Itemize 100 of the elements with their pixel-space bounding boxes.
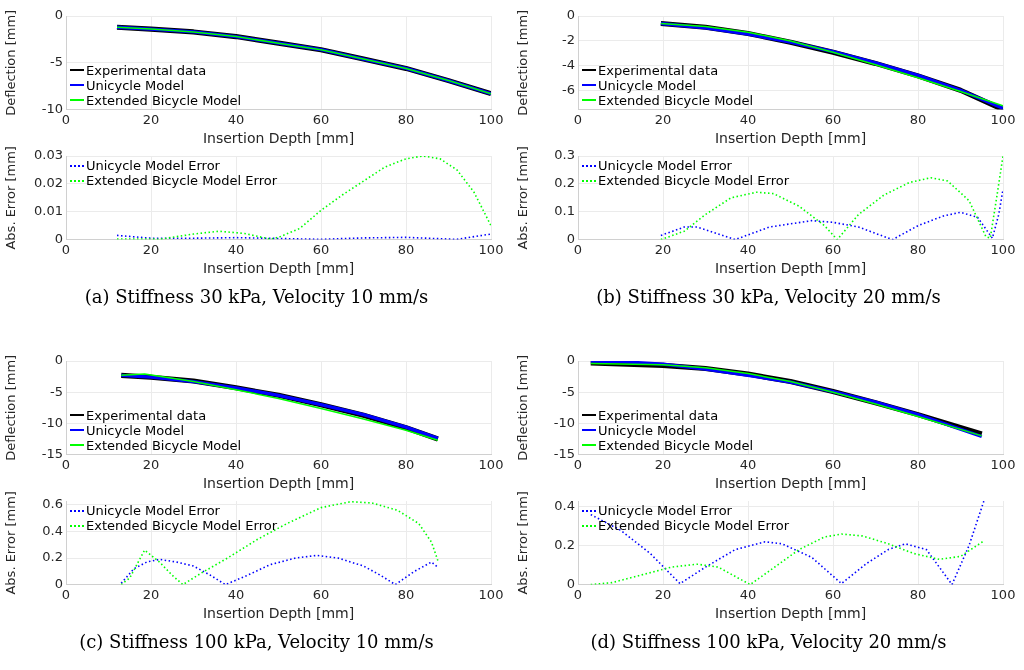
x-tick-label: 20 bbox=[654, 111, 672, 127]
x-axis-title: Insertion Depth [mm] bbox=[714, 475, 867, 492]
y-tick-label: 0.2 bbox=[554, 175, 575, 191]
y-tick-label: 0 bbox=[566, 575, 575, 591]
x-tick-label: 60 bbox=[312, 111, 330, 127]
y-tick-label: -15 bbox=[553, 445, 575, 461]
x-tick-label: 60 bbox=[312, 241, 330, 257]
legend-label: Experimental data bbox=[598, 407, 719, 423]
legend-label: Unicycle Model bbox=[598, 422, 697, 438]
x-tick-label: 100 bbox=[478, 586, 504, 602]
y-tick-label: 0 bbox=[54, 575, 63, 591]
x-tick-label: 80 bbox=[909, 111, 927, 127]
y-tick-label: -5 bbox=[562, 383, 575, 399]
legend-label: Unicycle Model Error bbox=[86, 158, 220, 173]
y-tick-label: 0 bbox=[566, 7, 575, 23]
x-tick-label: 20 bbox=[142, 111, 160, 127]
x-tick-label: 80 bbox=[397, 241, 415, 257]
x-tick-label: 20 bbox=[142, 241, 160, 257]
y-axis-title: Abs. Error [mm] bbox=[515, 491, 531, 595]
x-axis-title: Insertion Depth [mm] bbox=[202, 475, 355, 492]
x-tick-label: 100 bbox=[990, 111, 1016, 127]
x-tick-label: 20 bbox=[654, 241, 672, 257]
y-tick-label: 0.3 bbox=[554, 147, 575, 163]
y-tick-label: -4 bbox=[562, 57, 575, 73]
x-tick-label: 40 bbox=[739, 241, 757, 257]
x-axis-title: Insertion Depth [mm] bbox=[202, 130, 355, 147]
legend-label: Unicycle Model Error bbox=[598, 158, 732, 173]
x-tick-label: 40 bbox=[227, 241, 245, 257]
x-tick-label: 40 bbox=[739, 586, 757, 602]
x-axis-title: Insertion Depth [mm] bbox=[202, 605, 355, 622]
y-tick-label: 0.02 bbox=[34, 175, 63, 191]
legend-label: Unicycle Model bbox=[598, 77, 697, 93]
y-axis-title: Deflection [mm] bbox=[515, 354, 531, 461]
y-tick-label: 0.1 bbox=[554, 203, 575, 219]
y-tick-label: 0.4 bbox=[554, 498, 575, 514]
x-tick-label: 60 bbox=[312, 456, 330, 472]
x-tick-label: 80 bbox=[909, 456, 927, 472]
x-axis-title: Insertion Depth [mm] bbox=[714, 130, 867, 147]
text: (b) Stiffness 30 kPa, Velocity 20 mm/s bbox=[595, 286, 942, 307]
y-axis-title: Abs. Error [mm] bbox=[515, 146, 531, 250]
y-tick-label: 0 bbox=[54, 352, 63, 368]
y-tick-label: 0.2 bbox=[554, 537, 575, 553]
legend-label: Extended Bicycle Model bbox=[598, 437, 754, 453]
y-tick-label: -5 bbox=[50, 383, 63, 399]
x-tick-label: 60 bbox=[824, 456, 842, 472]
legend-label: Experimental data bbox=[86, 62, 207, 78]
y-tick-label: 0.4 bbox=[42, 522, 63, 538]
y-tick-label: -10 bbox=[553, 414, 575, 430]
x-tick-label: 100 bbox=[990, 241, 1016, 257]
y-tick-label: -15 bbox=[41, 445, 63, 461]
y-tick-label: 0 bbox=[566, 352, 575, 368]
x-tick-label: 100 bbox=[478, 111, 504, 127]
legend-label: Extended Bicycle Model Error bbox=[86, 518, 277, 533]
legend-label: Extended Bicycle Model Error bbox=[598, 173, 789, 188]
x-tick-label: 40 bbox=[227, 456, 245, 472]
legend-label: Extended Bicycle Model bbox=[86, 92, 242, 108]
legend-label: Extended Bicycle Model Error bbox=[86, 173, 277, 188]
x-tick-label: 20 bbox=[654, 456, 672, 472]
legend-label: Experimental data bbox=[598, 62, 719, 78]
x-tick-label: 40 bbox=[739, 456, 757, 472]
x-tick-label: 100 bbox=[478, 241, 504, 257]
x-tick-label: 20 bbox=[654, 586, 672, 602]
x-tick-label: 20 bbox=[142, 456, 160, 472]
y-axis-title: Abs. Error [mm] bbox=[3, 491, 19, 595]
y-tick-label: 0.2 bbox=[42, 549, 63, 565]
x-tick-label: 80 bbox=[397, 456, 415, 472]
y-axis-title: Deflection [mm] bbox=[3, 9, 19, 116]
legend-label: Extended Bicycle Model bbox=[598, 92, 754, 108]
x-tick-label: 80 bbox=[909, 586, 927, 602]
legend-label: Extended Bicycle Model Error bbox=[598, 518, 789, 533]
x-tick-label: 60 bbox=[824, 586, 842, 602]
y-tick-label: 0.01 bbox=[34, 203, 63, 219]
y-tick-label: 0.03 bbox=[34, 147, 63, 163]
y-axis-title: Abs. Error [mm] bbox=[3, 146, 19, 250]
y-tick-label: -2 bbox=[562, 32, 575, 48]
x-tick-label: 80 bbox=[909, 241, 927, 257]
text: (a) Stiffness 30 kPa, Velocity 10 mm/s bbox=[83, 286, 430, 307]
y-axis-title: Deflection [mm] bbox=[3, 354, 19, 461]
legend-label: Unicycle Model Error bbox=[86, 503, 220, 518]
x-tick-label: 80 bbox=[397, 111, 415, 127]
text: (c) Stiffness 100 kPa, Velocity 10 mm/s bbox=[78, 631, 435, 652]
legend-label: Unicycle Model Error bbox=[598, 503, 732, 518]
x-tick-label: 100 bbox=[478, 456, 504, 472]
y-tick-label: -5 bbox=[50, 54, 63, 70]
x-tick-label: 40 bbox=[227, 111, 245, 127]
y-tick-label: -10 bbox=[41, 100, 63, 116]
x-tick-label: 100 bbox=[990, 456, 1016, 472]
x-tick-label: 60 bbox=[312, 586, 330, 602]
y-tick-label: 0 bbox=[566, 230, 575, 246]
x-tick-label: 40 bbox=[739, 111, 757, 127]
x-axis-title: Insertion Depth [mm] bbox=[714, 605, 867, 622]
y-tick-label: -6 bbox=[562, 82, 575, 98]
x-tick-label: 100 bbox=[990, 586, 1016, 602]
x-tick-label: 60 bbox=[824, 241, 842, 257]
y-tick-label: 0 bbox=[54, 7, 63, 23]
x-tick-label: 20 bbox=[142, 586, 160, 602]
legend-label: Experimental data bbox=[86, 407, 207, 423]
x-axis-title: Insertion Depth [mm] bbox=[714, 260, 867, 277]
x-tick-label: 60 bbox=[824, 111, 842, 127]
x-axis-title: Insertion Depth [mm] bbox=[202, 260, 355, 277]
